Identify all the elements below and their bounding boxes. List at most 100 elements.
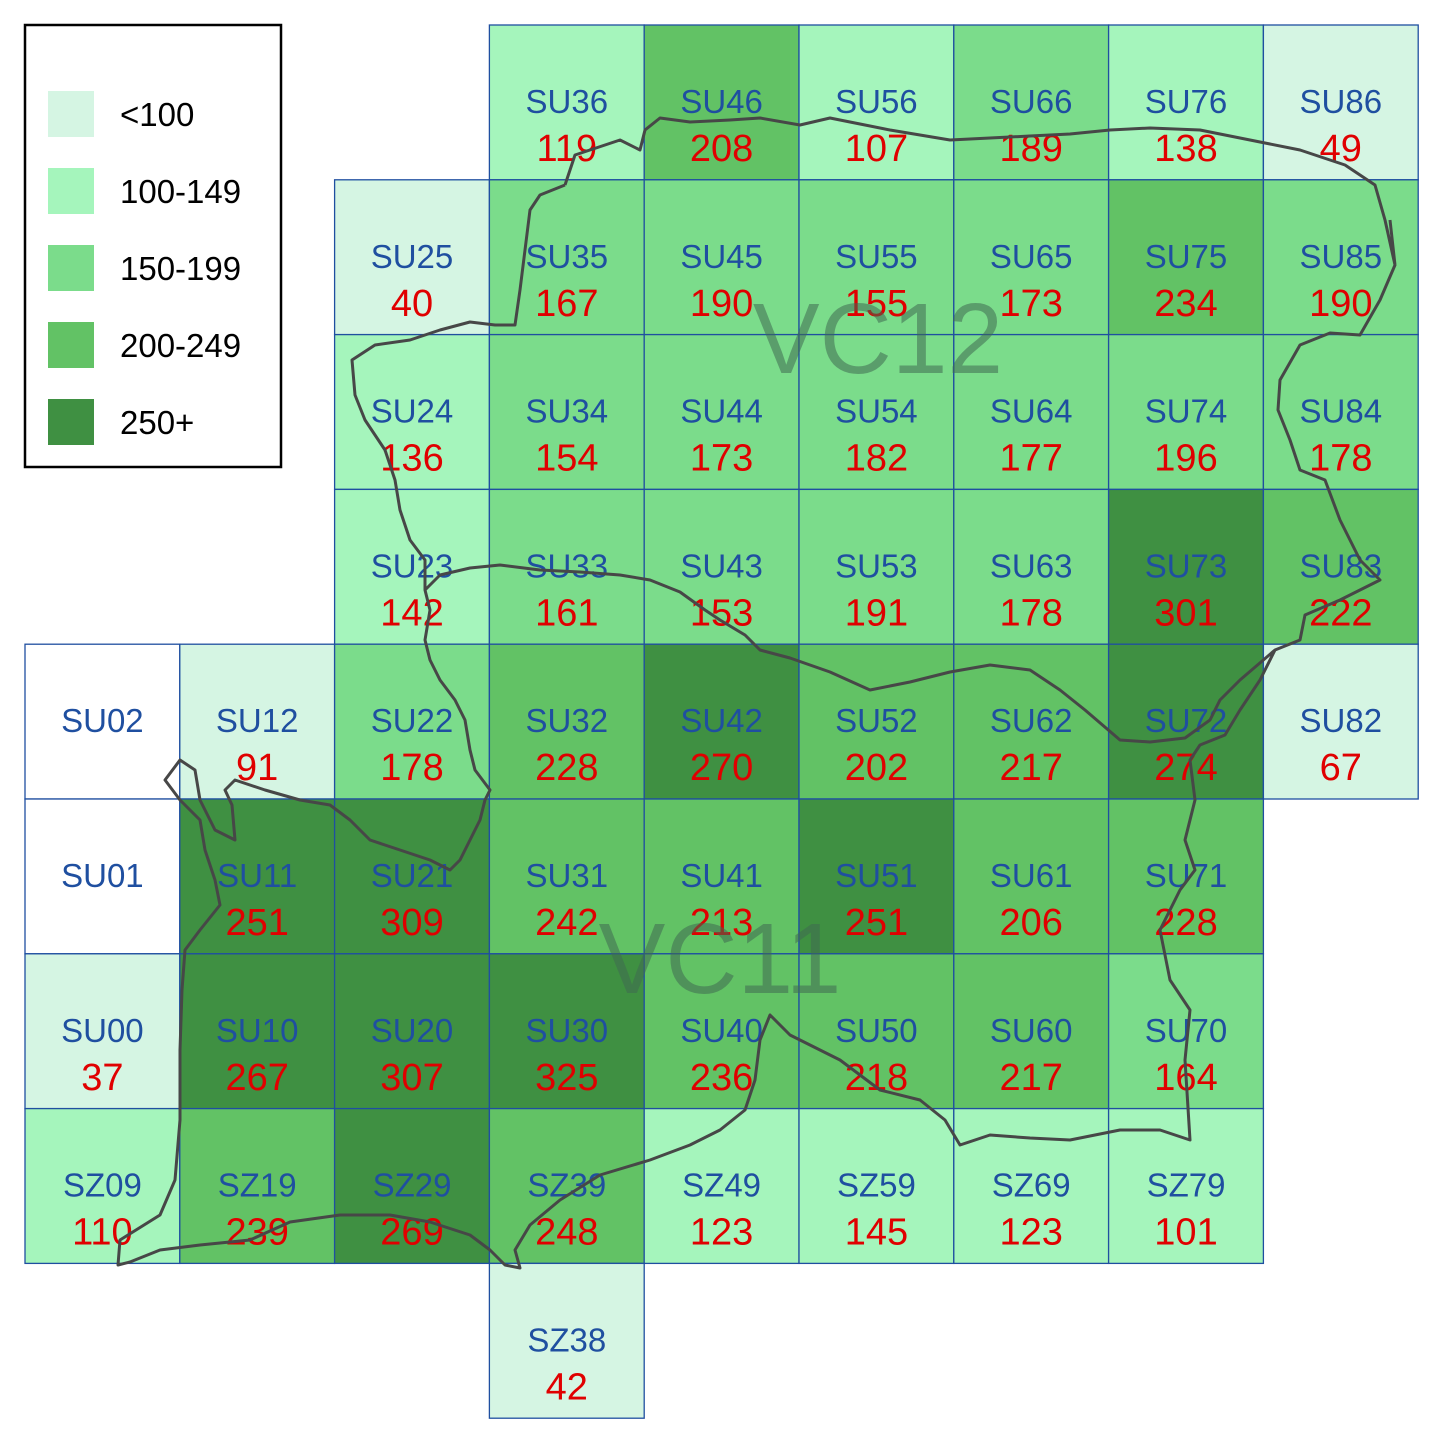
grid-cell-fill xyxy=(953,333,1110,491)
grid-cell-count: 191 xyxy=(845,592,908,634)
grid-cell-count: 178 xyxy=(1309,438,1372,480)
grid-cell-count: 234 xyxy=(1154,283,1217,325)
grid-cell-code: SU82 xyxy=(1300,702,1383,739)
grid-cell-count: 138 xyxy=(1154,128,1217,170)
grid-cell-fill xyxy=(333,953,491,1110)
grid-cell-code: SU35 xyxy=(526,238,609,275)
grid-cell-fill xyxy=(1262,24,1419,181)
grid-cell-su74: SU74 196 xyxy=(1107,333,1265,491)
grid-cell-code: SU46 xyxy=(680,83,763,120)
grid-cell-code: SU60 xyxy=(990,1012,1073,1049)
grid-cell-fill xyxy=(1107,488,1265,645)
legend-label-2: 100-149 xyxy=(120,173,241,210)
grid-cell-fill xyxy=(953,24,1110,181)
grid-cell-count: 40 xyxy=(391,283,433,325)
grid-cell-code: SU44 xyxy=(680,393,763,430)
grid-cell-su54: SU54 182 xyxy=(798,333,955,491)
region-label-vc11: VC11 xyxy=(599,903,842,1015)
grid-cell-fill xyxy=(1107,179,1265,336)
legend-swatch-4 xyxy=(48,322,94,368)
grid-cell-su35: SU35 167 xyxy=(488,179,645,336)
grid-cell-fill xyxy=(643,798,800,955)
grid-cell-code: SU52 xyxy=(835,702,918,739)
grid-cell-fill xyxy=(643,1107,800,1265)
grid-cell-su10: SU10 267 xyxy=(179,953,336,1110)
grid-cell-count: 307 xyxy=(380,1057,443,1099)
grid-cell-su02: SU02 xyxy=(24,643,181,800)
grid-cell-count: 119 xyxy=(537,128,598,170)
grid-cell-count: 107 xyxy=(845,128,908,170)
legend: <100 100-149 150-199 200-249 250+ xyxy=(23,23,283,469)
grid-cell-fill xyxy=(953,179,1110,336)
grid-cell-count: 239 xyxy=(225,1212,288,1254)
grid-cell-count: 202 xyxy=(845,747,908,789)
grid-cell-count: 178 xyxy=(999,592,1062,634)
grid-cell-su32: SU32 228 xyxy=(488,643,645,800)
grid-cell-count: 267 xyxy=(225,1057,288,1099)
grid-cell-code: SU50 xyxy=(835,1012,918,1049)
grid-cell-code: SZ79 xyxy=(1147,1167,1226,1204)
grid-cell-count: 213 xyxy=(690,902,753,944)
grid-cell-su25: SU25 40 xyxy=(333,179,491,336)
grid-cell-sz09: SZ09 110 xyxy=(24,1107,181,1265)
grid-cell-code: SZ49 xyxy=(682,1167,761,1204)
grid-cell-su52: SU52 202 xyxy=(798,643,955,800)
grid-cell-count: 145 xyxy=(845,1212,908,1254)
grid-cell-su30: SU30 325 xyxy=(488,953,645,1110)
grid-cell-code: SU62 xyxy=(990,702,1073,739)
grid-cell-count: 142 xyxy=(380,592,443,634)
grid-cell-code: SU32 xyxy=(526,702,609,739)
county-boundary xyxy=(116,116,1397,1270)
grid-cell-su63: SU63 178 xyxy=(953,488,1110,645)
grid-cell-fill xyxy=(798,179,955,336)
grid-cell-fill xyxy=(488,179,645,336)
grid-cell-code: SU83 xyxy=(1300,547,1383,584)
grid-cell-count: 270 xyxy=(690,747,753,789)
region-label-vc12: VC12 xyxy=(753,283,1003,395)
grid-cell-count: 37 xyxy=(81,1057,123,1099)
grid-cell-fill xyxy=(179,643,336,800)
grid-cell-sz59: SZ59 145 xyxy=(798,1107,955,1265)
grid-cell-fill xyxy=(488,333,645,491)
grid-cell-fill xyxy=(333,488,491,645)
grid-cell-code: SU41 xyxy=(680,857,763,894)
grid-cell-count: 67 xyxy=(1320,747,1362,789)
grid-cell-code: SU76 xyxy=(1145,83,1228,120)
grid-cell-code: SZ29 xyxy=(373,1167,452,1204)
grid-cell-su82: SU82 67 xyxy=(1262,643,1419,800)
grid-cell-fill xyxy=(643,488,800,645)
grid-cell-code: SU66 xyxy=(990,83,1073,120)
grid-cell-count: 161 xyxy=(535,592,598,634)
grid-cell-count: 218 xyxy=(845,1057,908,1099)
grid-cell-count: 123 xyxy=(690,1212,753,1254)
grid-cell-count: 242 xyxy=(535,902,598,944)
grid-cell-count: 190 xyxy=(1309,283,1372,325)
grid-cell-fill xyxy=(798,488,955,645)
grid-cell-count: 178 xyxy=(380,747,443,789)
grid-cell-fill xyxy=(643,179,800,336)
grid-cell-code: SU73 xyxy=(1145,547,1228,584)
grid-cell-su72: SU72 274 xyxy=(1107,643,1265,800)
grid-cell-count: 173 xyxy=(999,283,1062,325)
grid-cell-code: SU74 xyxy=(1145,393,1228,430)
grid-cell-count: 110 xyxy=(72,1212,133,1254)
grid-cell-su36: SU36 119 xyxy=(488,24,645,181)
grid-cell-count: 248 xyxy=(535,1212,598,1254)
grid-cell-code: SU85 xyxy=(1300,238,1383,275)
grid-cell-su43: SU43 153 xyxy=(643,488,800,645)
grid-cell-count: 251 xyxy=(225,902,288,944)
legend-label-1: <100 xyxy=(120,96,194,133)
grid-cell-code: SU31 xyxy=(526,857,609,894)
grid-cell-su41: SU41 213 xyxy=(643,798,800,955)
grid-cell-code: SU75 xyxy=(1145,238,1228,275)
grid-cell-sz49: SZ49 123 xyxy=(643,1107,800,1265)
grid-cell-code: SU72 xyxy=(1145,702,1228,739)
grid-cell-count: 236 xyxy=(690,1057,753,1099)
grid-cell-fill xyxy=(488,798,645,955)
grid-cell-count: 123 xyxy=(999,1212,1062,1254)
grid-cell-code: SU63 xyxy=(990,547,1073,584)
grid-cell-su42: SU42 270 xyxy=(643,643,800,800)
grid-cell-code: SU54 xyxy=(835,393,918,430)
